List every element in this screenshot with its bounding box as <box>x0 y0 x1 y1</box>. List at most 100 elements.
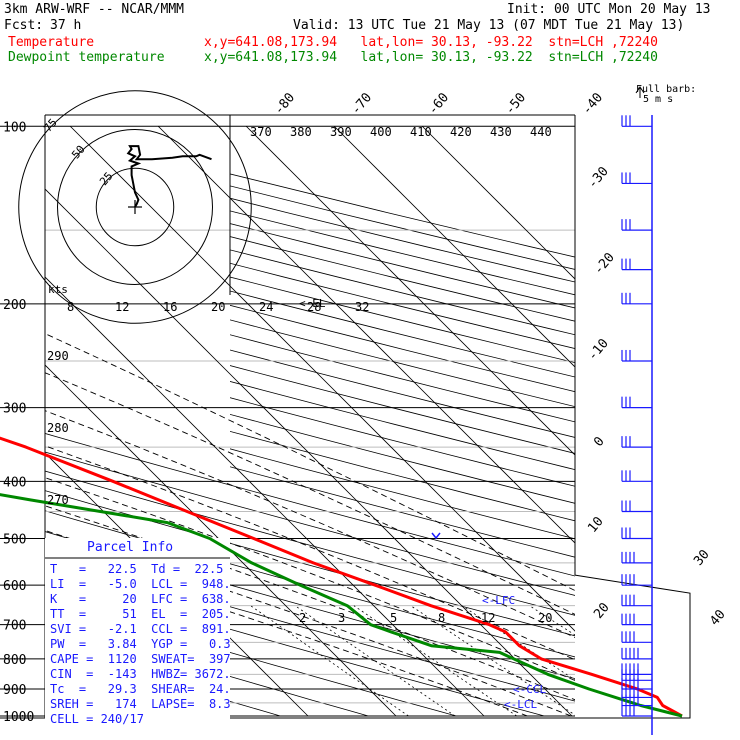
forecast-hours: 37 h <box>50 18 82 33</box>
mixing-ratio-label: 20 <box>538 611 552 625</box>
wind-barbs <box>621 86 653 735</box>
pressure-tick-label: 300 <box>3 402 26 417</box>
dewpoint-legend: Dewpoint temperature <box>8 50 165 65</box>
hodograph-ring <box>57 129 213 285</box>
isotherm <box>422 126 575 280</box>
theta-top-label: 400 <box>370 125 392 139</box>
isotherm-top-label: -80 <box>272 90 299 118</box>
mixing-ratio-label: 3 <box>338 611 345 625</box>
wind-barb <box>621 551 652 564</box>
hodograph-speed-label: 32 <box>355 300 369 314</box>
hodograph: 75 50 25 kts 8 12 16 20 24 28 32 <box>18 90 369 324</box>
theta-top-label: 420 <box>450 125 472 139</box>
parcel-row-9: Tc = 29.3 SHEAR= 24. <box>50 682 231 696</box>
theta-top-label: 410 <box>410 125 432 139</box>
wind-barb <box>621 172 652 185</box>
parcel-level-label: <-LCL <box>504 698 537 711</box>
barb-legend-line2: 5 m s <box>643 94 674 105</box>
pressure-tick-label: 1000 <box>3 710 34 725</box>
wind-barb <box>621 219 652 231</box>
isotherm <box>158 126 575 544</box>
wind-barb <box>621 527 652 540</box>
wind-barb <box>621 574 652 586</box>
theta-left-label: 290 <box>47 349 69 363</box>
hodograph-ring-label: 50 <box>69 143 87 162</box>
pressure-tick-label: 600 <box>3 579 26 594</box>
pressure-tick-label: 400 <box>3 475 26 490</box>
parcel-level-label: <-CCL <box>513 683 546 696</box>
parcel-row-8: CIN = -143 HWBZ= 3672. <box>50 667 231 681</box>
hodograph-speed-label: 8 <box>67 300 74 314</box>
isotherm-right-label: -30 <box>585 164 612 192</box>
parcel-row-11: CELL = 240/17 <box>50 712 144 726</box>
wind-barb <box>621 470 652 482</box>
parcel-info-title: Parcel Info <box>87 540 174 555</box>
pressure-tick-label: 200 <box>3 298 26 313</box>
isotherm <box>334 126 575 368</box>
mixing-ratio-label: 5 <box>390 611 397 625</box>
barb-legend-line1: Full barb: <box>636 84 697 95</box>
parcel-info-panel: Parcel Info T = 22.5 Td = 22.5 LI = -5.0… <box>45 538 231 730</box>
parcel-info-background <box>45 538 230 730</box>
pressure-tick-label: 500 <box>3 532 26 547</box>
isotherm <box>70 126 575 632</box>
isotherm-top-label: -40 <box>580 90 607 118</box>
hodograph-speed-label: 16 <box>163 300 177 314</box>
hodograph-ring-label: 75 <box>41 116 59 135</box>
wind-barb <box>621 647 652 660</box>
wind-barb <box>621 258 652 271</box>
wind-barb <box>621 500 652 513</box>
parcel-row-7: CAPE = 1120 SWEAT= 397 <box>50 652 231 666</box>
wind-barb <box>621 115 652 127</box>
barb-legend-symbol <box>635 86 645 98</box>
frame-lower <box>0 574 691 719</box>
parcel-row-10: SREH = 174 LAPSE= 8.3 <box>50 697 231 711</box>
hodograph-ring-label: 25 <box>97 170 115 189</box>
isotherm <box>45 364 397 717</box>
wind-barb <box>621 594 652 607</box>
parcel-row-6: PW = 3.84 YGP = 0.3 <box>50 637 231 651</box>
wind-barb <box>621 663 652 675</box>
theta-left-label: 270 <box>47 493 69 507</box>
hodograph-speed-label: 20 <box>211 300 225 314</box>
pressure-tick-label: 100 <box>3 120 26 135</box>
parcel-row-3: K = 20 LFC = 638. <box>50 592 231 606</box>
temperature-legend: Temperature <box>8 35 95 50</box>
temperature-location: x,y=641.08,173.94 lat,lon= 30.13, -93.22… <box>204 35 658 50</box>
valid-time: Valid: 13 UTC Tue 21 May 13 (07 MDT Tue … <box>293 18 685 33</box>
parcel-row-4: TT = 51 EL = 205. <box>50 607 231 621</box>
isotherm <box>246 126 575 456</box>
theta-top-label: 440 <box>530 125 552 139</box>
theta-top-label: 370 <box>250 125 272 139</box>
parcel-level-label: <-EL <box>299 297 326 310</box>
temperature-trace <box>0 436 683 718</box>
isotherm-top-label: -50 <box>503 90 530 118</box>
isotherm <box>45 276 485 717</box>
theta-top-label: 380 <box>290 125 312 139</box>
model-title: 3km ARW-WRF -- NCAR/MMM <box>4 2 185 17</box>
isotherm <box>45 188 573 717</box>
pressure-tick-label: 700 <box>3 619 26 634</box>
wind-barb <box>621 396 652 409</box>
wind-barb <box>621 705 652 717</box>
pressure-tick-label: 900 <box>3 683 26 698</box>
wind-barb <box>621 292 652 305</box>
theta-top-label: 430 <box>490 125 512 139</box>
init-time: Init: 00 UTC Mon 20 May 13 <box>507 2 711 17</box>
isotherm-right-label: 40 <box>707 607 729 629</box>
parcel-row-1: T = 22.5 Td = 22.5 <box>50 562 224 576</box>
isotherm-right-label: 20 <box>591 600 613 622</box>
wind-barb <box>621 436 652 448</box>
isotherm-right-label: 0 <box>591 434 608 450</box>
theta-left-label: 280 <box>47 421 69 435</box>
wind-barb <box>621 631 652 643</box>
hodograph-speed-label: 28 <box>307 300 321 314</box>
hodograph-ring <box>18 90 252 324</box>
isotherm-right-label: 10 <box>585 514 607 536</box>
isotherm-right-label: -20 <box>591 250 618 278</box>
isotherm-right-label: -10 <box>585 336 612 364</box>
wind-barb <box>621 613 652 626</box>
parcel-info-box <box>45 538 230 730</box>
isotherm-top-label: -60 <box>426 90 453 118</box>
